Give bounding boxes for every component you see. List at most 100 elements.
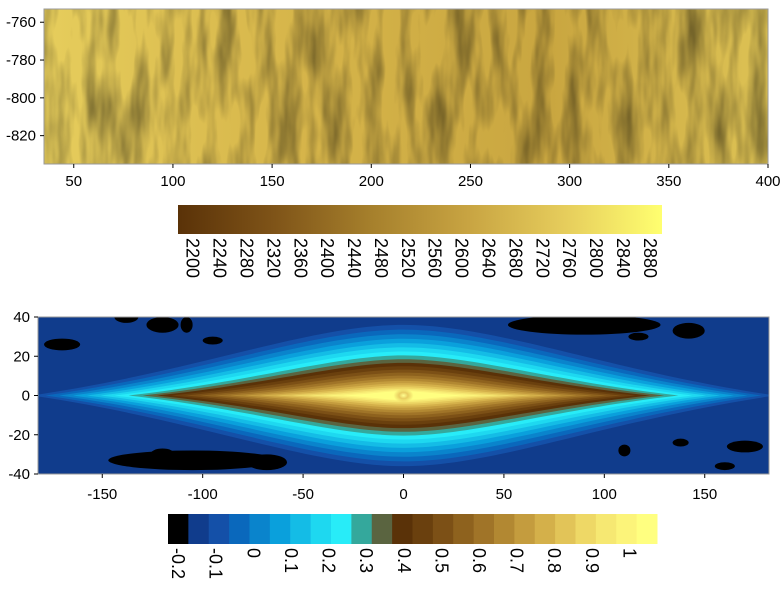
top-y-tick-label: -800 — [6, 90, 36, 107]
contour-low-patch — [44, 338, 81, 351]
bottom-x-tick-label: 50 — [496, 486, 513, 503]
bottom-contour-panel: -150 -100 -50 0 50 100 150 40 20 0 -20 -40 — [8, 309, 770, 503]
contour-peak — [393, 388, 414, 403]
bottom-colorbar-step — [575, 514, 597, 544]
bottom-colorbar-step — [269, 514, 291, 544]
top-colorbar-label: 2400 — [317, 238, 337, 278]
bottom-colorbar-step — [392, 514, 413, 544]
top-colorbar-label: 2520 — [398, 238, 418, 278]
contour-low-patch — [150, 448, 175, 461]
bottom-x-tick-label: -50 — [292, 486, 314, 503]
bottom-y-tick-label: 40 — [13, 309, 30, 326]
bottom-colorbar-step — [595, 514, 617, 544]
top-heatmap-texture — [44, 9, 768, 164]
bottom-colorbar-label: 0.5 — [431, 548, 451, 573]
top-x-tick-label: 200 — [359, 173, 384, 190]
bottom-x-tick-label: 0 — [399, 486, 407, 503]
top-x-tick-label: 100 — [160, 173, 185, 190]
bottom-colorbar-label: 0.3 — [356, 548, 376, 573]
bottom-colorbar-step — [534, 514, 556, 544]
top-colorbar-gradient — [178, 205, 662, 234]
bottom-colorbar-step — [168, 514, 189, 544]
top-colorbar: 2200 2240 2280 2320 2360 2400 2440 2480 2520 2560… — [178, 205, 662, 278]
top-x-tick-label: 50 — [65, 173, 82, 190]
top-colorbar-label: 2440 — [344, 238, 364, 278]
bottom-colorbar-label: 0.4 — [394, 548, 414, 573]
contour-low-patch — [146, 317, 179, 333]
bottom-x-tick-label: -150 — [87, 486, 117, 503]
bottom-colorbar-label: -0.1 — [206, 548, 226, 579]
bottom-colorbar-step — [494, 514, 515, 544]
top-colorbar-label: 2560 — [425, 238, 445, 278]
contour-low-patch — [618, 444, 631, 457]
contour-low-patch — [202, 336, 223, 345]
top-colorbar-label: 2200 — [183, 238, 203, 278]
bottom-x-tick-label: 150 — [692, 486, 717, 503]
top-y-tick-label: -780 — [6, 52, 36, 69]
contour-low-patch — [114, 317, 139, 323]
bottom-y-tick-label: 0 — [22, 388, 30, 405]
top-colorbar-label: 2840 — [613, 238, 633, 278]
bottom-colorbar-step — [351, 514, 373, 544]
top-x-tick-label: 250 — [458, 173, 483, 190]
bottom-colorbar-label: 0.9 — [582, 548, 602, 573]
bottom-colorbar-step — [310, 514, 332, 544]
top-colorbar-label: 2280 — [236, 238, 256, 278]
contour-low-patch — [108, 450, 277, 471]
bottom-colorbar-step — [636, 514, 658, 544]
top-x-tick-label: 350 — [656, 173, 681, 190]
bottom-colorbar-step — [473, 514, 495, 544]
top-colorbar-label: 2800 — [586, 238, 606, 278]
top-y-tick-label: -820 — [6, 128, 36, 145]
contour-low-patch — [628, 332, 649, 341]
bottom-colorbar-label: 0 — [243, 548, 263, 558]
bottom-y-tick-label: 20 — [13, 348, 30, 365]
bottom-colorbar-step — [412, 514, 434, 544]
bottom-colorbar-step — [331, 514, 352, 544]
contour-low-patch — [507, 317, 661, 335]
bottom-colorbar-step — [290, 514, 312, 544]
top-colorbar-label: 2240 — [210, 238, 230, 278]
top-x-tick-label: 300 — [557, 173, 582, 190]
contour-low-patch — [726, 440, 763, 453]
top-colorbar-label: 2320 — [263, 238, 283, 278]
top-colorbar-label: 2360 — [290, 238, 310, 278]
contour-low-patch — [180, 317, 193, 333]
bottom-colorbar-step — [555, 514, 576, 544]
top-x-tick-label: 400 — [755, 173, 780, 190]
bottom-y-tick-label: -40 — [8, 466, 30, 483]
bottom-x-tick-label: -100 — [188, 486, 218, 503]
top-colorbar-label: 2480 — [371, 238, 391, 278]
contour-low-patch — [246, 454, 288, 471]
bottom-y-tick-label: -20 — [8, 427, 30, 444]
contour-low-patch — [714, 462, 735, 471]
contour-low-patch — [672, 322, 705, 339]
bottom-colorbar-label: 0.1 — [281, 548, 301, 573]
bottom-colorbar-label: 1 — [619, 548, 639, 558]
top-colorbar-label: 2640 — [478, 238, 498, 278]
top-y-tick-label: -760 — [6, 14, 36, 31]
bottom-colorbar-step — [514, 514, 536, 544]
bottom-colorbar-step — [371, 514, 393, 544]
top-x-tick-label: 150 — [260, 173, 285, 190]
top-plot-frame — [43, 8, 769, 165]
top-heatmap-panel: 50 100 150 200 250 300 350 400 -760 -780 -800 -820 — [6, 8, 781, 190]
bottom-colorbar-label: 0.2 — [319, 548, 339, 573]
top-colorbar-label: 2720 — [532, 238, 552, 278]
bottom-colorbar-label: -0.2 — [168, 548, 188, 579]
top-colorbar-label: 2880 — [640, 238, 660, 278]
bottom-colorbar-label: 0.7 — [507, 548, 527, 573]
bottom-x-tick-label: 100 — [592, 486, 617, 503]
bottom-colorbar-step — [208, 514, 230, 544]
bottom-colorbar-step — [188, 514, 210, 544]
top-colorbar-label: 2680 — [505, 238, 525, 278]
bottom-colorbar-step — [249, 514, 271, 544]
bottom-colorbar-label: 0.8 — [544, 548, 564, 573]
bottom-colorbar-step — [616, 514, 638, 544]
bottom-colorbar: -0.2 -0.1 0 0.1 0.2 0.3 0.4 0.5 0.6 0.7 0.8 0.9 1 — [168, 514, 658, 579]
top-colorbar-label: 2600 — [452, 238, 472, 278]
contour-low-patch — [672, 438, 689, 447]
bottom-colorbar-step — [432, 514, 454, 544]
top-colorbar-label: 2760 — [559, 238, 579, 278]
